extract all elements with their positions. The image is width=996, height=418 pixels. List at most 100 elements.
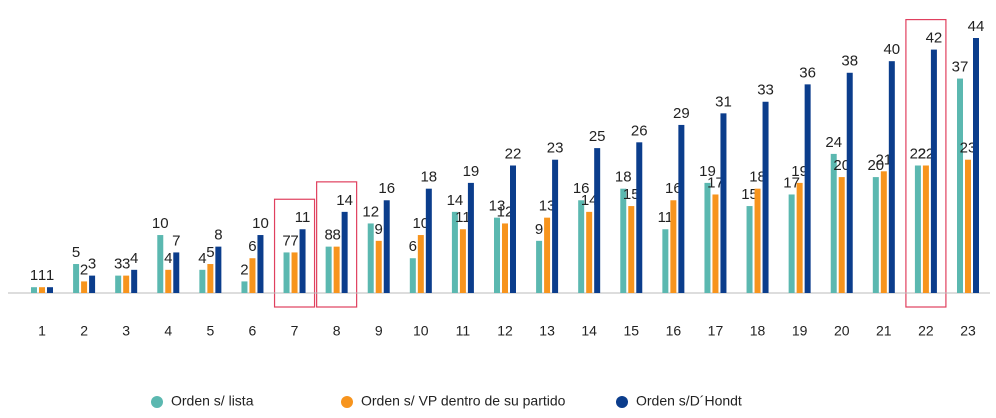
- x-tick-label: 16: [666, 323, 682, 339]
- bar: [712, 194, 719, 293]
- bar: [552, 159, 559, 293]
- data-label: 18: [420, 169, 437, 186]
- x-tick-label: 22: [918, 323, 934, 339]
- data-label: 37: [952, 59, 969, 76]
- highlight-box: [905, 18, 947, 308]
- bar: [89, 275, 96, 293]
- data-label: 7: [172, 232, 180, 249]
- bar: [628, 206, 635, 293]
- bar: [375, 240, 382, 293]
- bar: [451, 211, 458, 293]
- data-label: 21: [875, 151, 892, 168]
- bar: [620, 188, 627, 293]
- x-tick-label: 7: [291, 323, 299, 339]
- x-tick-label: 20: [834, 323, 850, 339]
- bar: [115, 275, 122, 293]
- legend-label: Orden s/ VP dentro de su partido: [361, 393, 566, 409]
- x-tick-label: 14: [581, 323, 597, 339]
- bar: [888, 61, 895, 293]
- data-label: 38: [841, 53, 858, 70]
- data-label: 7: [282, 232, 290, 249]
- bar: [341, 211, 348, 293]
- data-label: 8: [214, 227, 222, 244]
- data-label: 8: [324, 227, 332, 244]
- data-label: 1: [30, 267, 38, 284]
- bar: [594, 148, 601, 293]
- data-label: 10: [412, 215, 429, 232]
- bar: [762, 101, 769, 293]
- data-label: 18: [749, 169, 766, 186]
- data-label: 15: [741, 186, 758, 203]
- data-label: 8: [332, 227, 340, 244]
- bar: [704, 182, 711, 293]
- data-label: 3: [122, 256, 130, 273]
- data-label: 42: [926, 30, 943, 47]
- data-label: 16: [665, 180, 682, 197]
- data-label: 4: [130, 250, 138, 267]
- data-label: 9: [535, 221, 543, 238]
- data-label: 12: [362, 203, 379, 220]
- bar: [123, 275, 130, 293]
- data-label: 2: [240, 261, 248, 278]
- bar: [846, 72, 853, 293]
- x-tick-label: 15: [623, 323, 639, 339]
- x-tick-label: 17: [708, 323, 724, 339]
- bar: [788, 194, 795, 293]
- bar: [914, 165, 921, 293]
- x-tick-label: 13: [539, 323, 555, 339]
- x-tick-label: 9: [375, 323, 383, 339]
- bar: [796, 182, 803, 293]
- bar: [720, 113, 727, 293]
- bar: [417, 235, 424, 293]
- bar: [804, 84, 811, 293]
- data-label: 13: [539, 198, 556, 215]
- bar: [830, 153, 837, 293]
- data-label: 31: [715, 93, 732, 110]
- data-label: 14: [447, 192, 464, 209]
- data-label: 29: [673, 105, 690, 122]
- legend-swatch: [341, 396, 353, 408]
- data-label: 18: [615, 169, 632, 186]
- legend-label: Orden s/ lista: [171, 393, 254, 409]
- data-label: 1: [46, 267, 54, 284]
- x-tick-label: 12: [497, 323, 513, 339]
- data-label: 2: [80, 261, 88, 278]
- data-label: 20: [833, 157, 850, 174]
- bar: [131, 269, 138, 293]
- bar: [291, 252, 298, 293]
- x-tick-label: 1: [38, 323, 46, 339]
- bar: [333, 246, 340, 293]
- bar: [502, 223, 508, 293]
- data-label: 17: [783, 174, 800, 191]
- legend-label: Orden s/D´Hondt: [636, 393, 742, 409]
- x-tick-label: 2: [80, 323, 88, 339]
- bar: [383, 200, 390, 293]
- x-tick-label: 10: [413, 323, 429, 339]
- data-label: 14: [581, 192, 598, 209]
- data-label: 4: [164, 250, 172, 267]
- bar: [47, 287, 53, 293]
- bar: [207, 264, 214, 293]
- x-tick-label: 3: [122, 323, 130, 339]
- bar: [215, 246, 222, 293]
- bar: [536, 240, 543, 293]
- x-tick-label: 5: [206, 323, 214, 339]
- data-label: 36: [799, 64, 816, 81]
- bar: [257, 235, 264, 293]
- bar: [973, 38, 979, 293]
- x-tick-label: 19: [792, 323, 808, 339]
- data-label: 11: [295, 209, 311, 226]
- data-label: 5: [206, 244, 214, 261]
- bar: [157, 235, 164, 293]
- bar: [241, 281, 248, 293]
- data-label: 19: [791, 163, 808, 180]
- bar: [494, 217, 500, 293]
- x-tick-label: 23: [960, 323, 976, 339]
- bar: [586, 211, 593, 293]
- data-label: 20: [867, 157, 884, 174]
- data-label: 6: [409, 238, 417, 255]
- bar: [636, 142, 643, 293]
- bar: [670, 200, 677, 293]
- data-label: 11: [658, 209, 674, 226]
- data-label: 25: [589, 128, 606, 145]
